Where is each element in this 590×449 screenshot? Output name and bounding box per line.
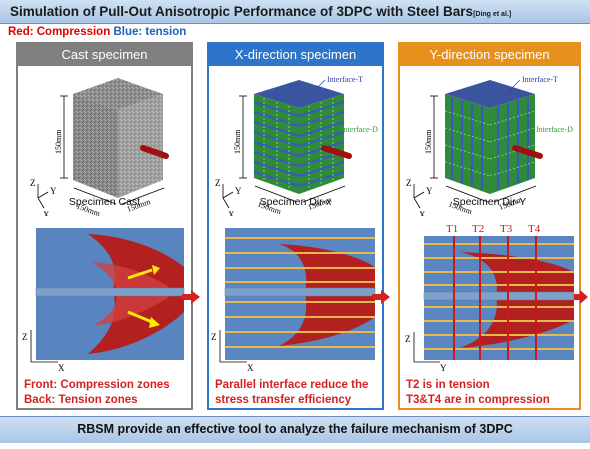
axis-y: Y <box>50 186 57 196</box>
cube-left <box>73 94 118 198</box>
cube-left <box>445 94 490 194</box>
axis-y: Y <box>235 186 242 196</box>
caption-line-2: Back: Tension zones <box>24 394 138 406</box>
y-direction-panel: Y-direction specimen Interface-T Interfa… <box>398 42 581 410</box>
axis-y: Y <box>426 186 433 196</box>
interface-d-label: Interface-D <box>341 125 378 134</box>
page-title: Simulation of Pull-Out Anisotropic Perfo… <box>10 4 511 19</box>
cast-panel: Cast specimen 150mm 150mm 150mm Z Y X S <box>16 42 193 410</box>
color-legend: Red: Compression Blue: tension <box>8 26 186 38</box>
cast-specimen-3d: 150mm 150mm 150mm Z Y X <box>30 78 169 216</box>
footer-text: RBSM provide an effective tool to analyz… <box>77 422 513 436</box>
cast-contour: Z X <box>22 228 185 372</box>
panel-heading: X-direction specimen <box>209 44 382 66</box>
y-specimen-3d: Interface-T Interface-D 150mm 150mm 150m… <box>406 75 573 216</box>
x-direction-panel: X-direction specimen Interface-T Interfa… <box>207 42 384 410</box>
cube-right <box>118 94 163 198</box>
steel-bar <box>140 145 169 159</box>
dim-height: 150mm <box>424 129 433 154</box>
caption-line-1: T2 is in tension <box>406 379 490 391</box>
arrow-right-icon <box>182 290 200 304</box>
axis-z: Z <box>215 178 221 188</box>
axis-x: X <box>419 210 426 216</box>
interface-t-label: Interface-T <box>327 75 363 84</box>
caption-line-1: Front: Compression zones <box>24 379 170 391</box>
contour-axis-z: Z <box>211 332 217 342</box>
steel-bar <box>321 145 352 159</box>
title-text: Simulation of Pull-Out Anisotropic Perfo… <box>10 4 474 19</box>
section-t2: T2 <box>472 223 484 235</box>
contour-axis-y: Y <box>440 363 447 372</box>
axis-z: Z <box>406 178 412 188</box>
contour-axis-z: Z <box>22 332 28 342</box>
contour-axis-x: X <box>58 363 65 372</box>
axis-x: X <box>43 210 50 216</box>
caption-line-1: Parallel interface reduce the <box>215 379 369 391</box>
interface-d-label: Interface-D <box>536 125 573 134</box>
cube-right <box>490 94 535 194</box>
citation: [Ding et al.] <box>473 11 512 18</box>
legend-tension: Blue: tension <box>113 26 187 38</box>
contour-axis-z: Z <box>405 334 411 344</box>
dim-height: 150mm <box>54 129 63 154</box>
steel-bar <box>512 145 543 159</box>
arrow-right-icon <box>574 290 588 304</box>
panel-heading: Cast specimen <box>18 44 191 66</box>
footer-banner: RBSM provide an effective tool to analyz… <box>0 416 590 443</box>
section-t3: T3 <box>500 223 513 235</box>
axis-z: Z <box>30 178 36 188</box>
specimen-label: Specimen Cast <box>68 196 141 208</box>
caption-line-2: stress transfer efficiency <box>215 394 352 406</box>
caption-line-2: T3&T4 are in compression <box>406 394 550 406</box>
legend-compression: Red: Compression <box>8 26 111 38</box>
specimen-label: Specimen Dir-x <box>259 196 332 208</box>
arrow-right-icon <box>372 290 390 304</box>
axis-x: X <box>228 210 235 216</box>
panel-heading: Y-direction specimen <box>400 44 579 66</box>
specimen-label: Specimen Dir-Y <box>452 196 527 208</box>
contour-axis-x: X <box>247 363 254 372</box>
interface-t-label: Interface-T <box>522 75 558 84</box>
y-contour: T1 T2 T3 T4 Z Y <box>405 223 575 372</box>
x-specimen-3d: Interface-T Interface-D 150mm 150mm 150m… <box>215 75 378 216</box>
section-t4: T4 <box>528 223 541 235</box>
title-bar: Simulation of Pull-Out Anisotropic Perfo… <box>0 0 590 24</box>
x-contour: Z X <box>211 228 376 372</box>
section-t1: T1 <box>446 223 458 235</box>
dim-height: 150mm <box>233 129 242 154</box>
